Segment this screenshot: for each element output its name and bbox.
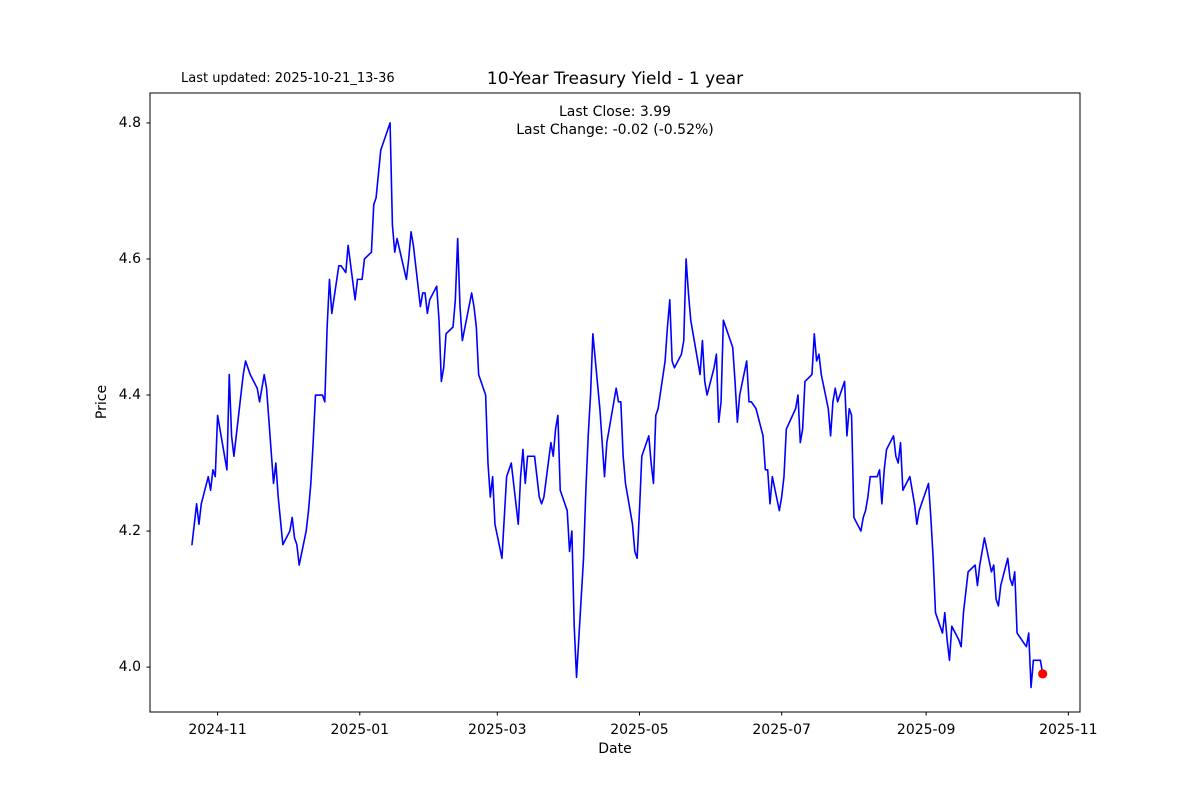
axes-frame [149, 92, 1081, 713]
x-tick-label: 2025-09 [897, 722, 956, 738]
last-close-marker [1038, 669, 1048, 679]
x-tick-label: 2025-11 [1039, 722, 1098, 738]
y-tick-label: 4.4 [119, 387, 141, 403]
last-change-label: Last Change: -0.02 (-0.52%) [516, 122, 714, 138]
y-tick-label: 4.0 [119, 659, 141, 675]
x-tick-label: 2025-01 [331, 722, 390, 738]
x-tick-label: 2025-05 [610, 722, 669, 738]
x-tick-label: 2024-11 [188, 722, 247, 738]
last-updated-label: Last updated: 2025-10-21_13-36 [181, 71, 395, 86]
y-tick-label: 4.6 [119, 251, 141, 267]
chart-subtitle: Last Close: 3.99 Last Change: -0.02 (-0.… [150, 103, 1080, 139]
y-tick-label: 4.8 [119, 115, 141, 131]
last-close-label: Last Close: 3.99 [558, 104, 672, 120]
x-tick-label: 2025-07 [752, 722, 811, 738]
y-tick-label: 4.2 [119, 523, 141, 539]
price-line [191, 122, 1044, 689]
x-axis-label: Date [598, 741, 632, 757]
chart-title: 10-Year Treasury Yield - 1 year [486, 69, 744, 89]
x-tick-label: 2025-03 [468, 722, 527, 738]
